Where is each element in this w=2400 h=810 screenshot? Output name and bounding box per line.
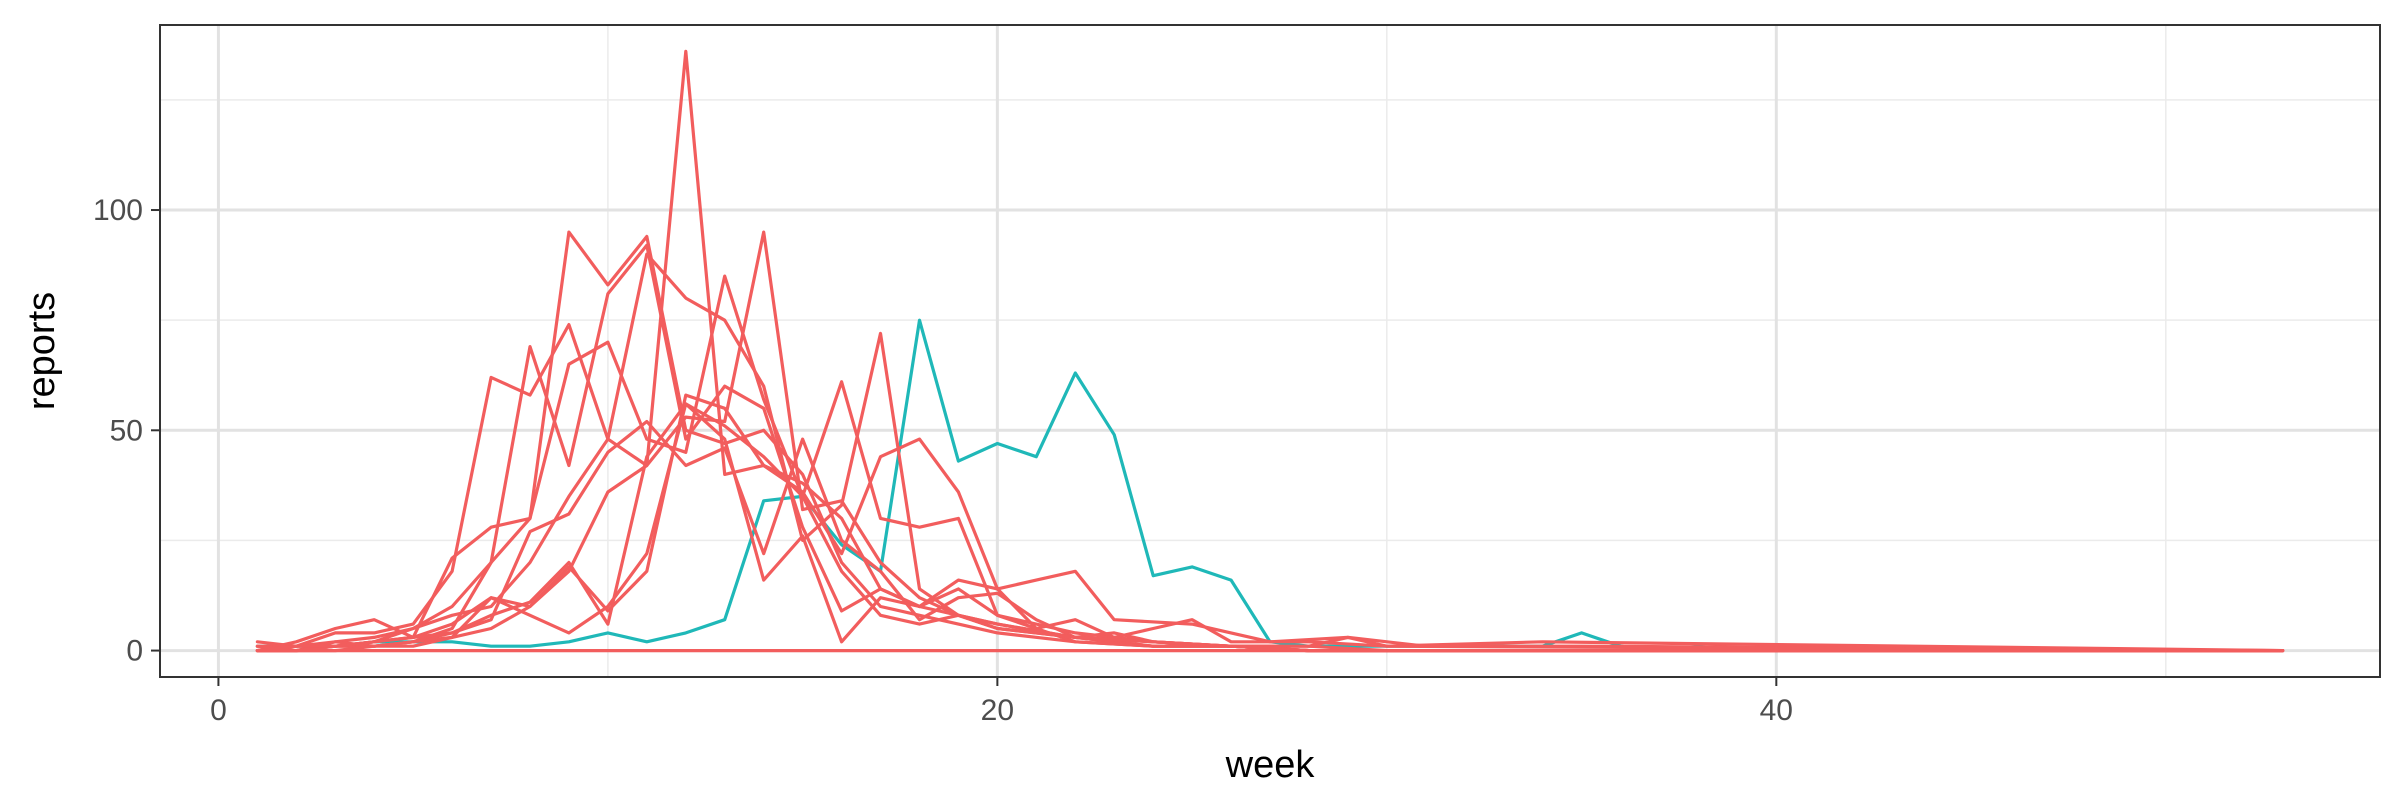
series-line-10 [255, 419, 2285, 653]
x-axis: 0 20 40 [210, 677, 1793, 727]
panel-background [160, 25, 2380, 677]
y-tick-label: 50 [110, 414, 143, 447]
panel-border [159, 24, 2381, 678]
x-tick-label: 40 [1760, 694, 1793, 727]
series-lines [255, 49, 2285, 653]
x-tick-label: 0 [210, 694, 227, 727]
y-tick-label: 0 [126, 635, 143, 668]
x-tick-label: 20 [981, 694, 1014, 727]
minor-gridlines [160, 25, 2380, 677]
series-line-11 [255, 402, 2285, 653]
x-axis-title: week [1225, 744, 1316, 786]
y-axis-title: reports [21, 292, 63, 410]
y-axis: 0 50 100 [93, 194, 160, 668]
y-tick-label: 100 [93, 194, 143, 227]
